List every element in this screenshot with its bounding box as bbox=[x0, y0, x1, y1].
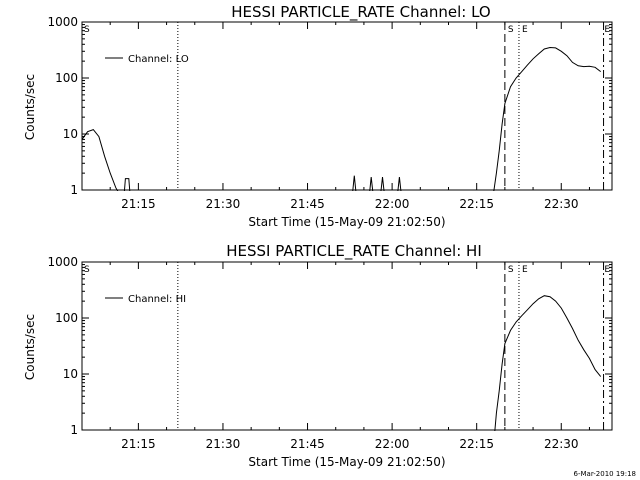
series-segment bbox=[494, 295, 602, 431]
series-segment bbox=[82, 129, 119, 191]
y-tick-label: 1 bbox=[70, 183, 78, 197]
plot-frame bbox=[81, 21, 613, 191]
x-tick-label: 22:00 bbox=[375, 197, 410, 211]
plot-frame bbox=[81, 261, 613, 431]
y-tick-label: 100 bbox=[55, 311, 78, 325]
series-line bbox=[494, 295, 602, 431]
corner-mark-right: E bbox=[604, 25, 610, 35]
x-tick-label: 21:30 bbox=[206, 437, 241, 451]
y-tick-label: 1 bbox=[70, 423, 78, 437]
y-tick-label: 10 bbox=[63, 367, 78, 381]
marker-label: S bbox=[508, 265, 514, 275]
x-tick-label: 21:30 bbox=[206, 197, 241, 211]
marker-label: E bbox=[522, 25, 528, 35]
x-tick-label: 22:15 bbox=[459, 197, 494, 211]
legend-label: Channel: HI bbox=[128, 294, 186, 305]
marker-label: S bbox=[508, 25, 514, 35]
series-segment bbox=[493, 46, 602, 191]
series-segment bbox=[369, 177, 374, 191]
x-tick-label: 22:00 bbox=[375, 437, 410, 451]
corner-mark-right: E bbox=[604, 265, 610, 275]
x-tick-label: 22:30 bbox=[544, 197, 579, 211]
y-tick-label: 1000 bbox=[47, 255, 78, 269]
corner-mark-left: S bbox=[84, 265, 90, 275]
x-tick-label: 22:30 bbox=[544, 437, 579, 451]
chart-title: HESSI PARTICLE_RATE Channel: HI bbox=[226, 242, 482, 261]
y-axis-label: Counts/sec bbox=[23, 314, 37, 380]
x-tick-label: 21:15 bbox=[121, 197, 156, 211]
x-tick-label: 22:15 bbox=[459, 437, 494, 451]
y-tick-label: 10 bbox=[63, 127, 78, 141]
lo-channel-panel: HESSI PARTICLE_RATE Channel: LO 1 10 100 10… bbox=[23, 3, 613, 229]
legend-label: Channel: LO bbox=[128, 54, 189, 65]
x-tick-label: 21:45 bbox=[290, 437, 325, 451]
series-line bbox=[82, 46, 602, 191]
x-tick-label: 21:45 bbox=[290, 197, 325, 211]
series-segment bbox=[123, 178, 131, 191]
marker-label: E bbox=[522, 265, 528, 275]
x-tick-label: 21:15 bbox=[121, 437, 156, 451]
corner-mark-left: S bbox=[84, 25, 90, 35]
x-axis-label: Start Time (15-May-09 21:02:50) bbox=[248, 215, 445, 229]
y-axis-label: Counts/sec bbox=[23, 74, 37, 140]
timestamp-footer: 6-Mar-2010 19:18 bbox=[574, 470, 636, 478]
y-tick-label: 100 bbox=[55, 71, 78, 85]
hi-channel-panel: HESSI PARTICLE_RATE Channel: HI 1 10 100 10… bbox=[23, 242, 613, 469]
series-segment bbox=[380, 177, 385, 191]
series-segment bbox=[352, 175, 357, 191]
x-axis-label: Start Time (15-May-09 21:02:50) bbox=[248, 455, 445, 469]
chart-title: HESSI PARTICLE_RATE Channel: LO bbox=[231, 3, 490, 22]
series-segment bbox=[397, 177, 402, 191]
y-tick-label: 1000 bbox=[47, 15, 78, 29]
